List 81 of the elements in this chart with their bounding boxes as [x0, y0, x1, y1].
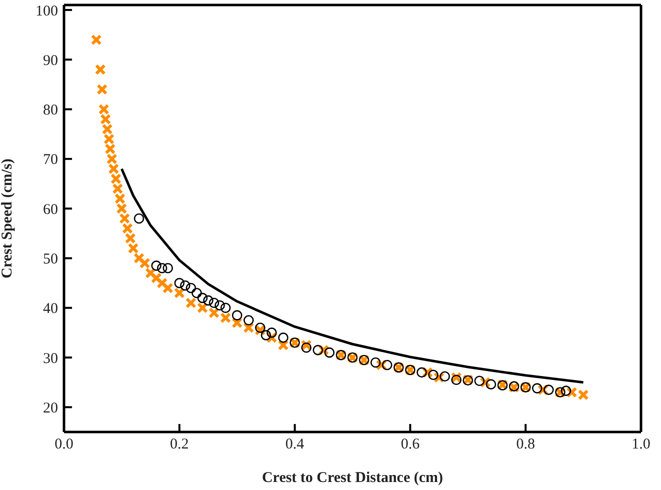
y-tick-label: 20 [43, 400, 58, 416]
point [382, 360, 392, 370]
point [532, 383, 542, 394]
x-axis-title: Crest to Crest Distance (cm) [262, 470, 444, 486]
y-tick-label: 30 [43, 350, 58, 367]
point [162, 282, 174, 294]
point [98, 104, 110, 115]
point [232, 317, 243, 328]
line-series [120, 168, 585, 384]
point [486, 379, 496, 390]
point [214, 300, 225, 311]
point [156, 263, 168, 274]
point [278, 332, 288, 343]
y-axis-title: Crest Speed (cm/s) [0, 158, 16, 278]
y-tick-label: 50 [43, 252, 58, 268]
point [312, 344, 324, 356]
point [451, 374, 462, 386]
point [151, 260, 162, 271]
point [208, 307, 220, 318]
point [197, 292, 208, 304]
point [428, 370, 438, 380]
point [243, 315, 254, 326]
x-tick-label: 0.2 [170, 436, 189, 453]
point [301, 342, 312, 353]
point [110, 173, 122, 184]
point [232, 310, 242, 320]
point [114, 193, 126, 204]
point [203, 295, 214, 306]
point [220, 312, 232, 324]
point [90, 34, 102, 46]
y-tick-label: 80 [43, 102, 58, 119]
point [185, 297, 196, 308]
point [112, 183, 124, 194]
point [150, 272, 162, 284]
point [370, 357, 381, 368]
point [196, 302, 208, 314]
point [94, 64, 106, 76]
point [255, 322, 266, 333]
point [134, 252, 145, 264]
point [174, 278, 185, 288]
x-tick-label: 0.4 [285, 436, 305, 453]
point [544, 384, 554, 395]
point [180, 280, 190, 291]
point [440, 371, 450, 382]
point [139, 258, 150, 269]
point [156, 278, 168, 289]
point [106, 153, 118, 164]
point [104, 143, 116, 154]
y-tick-label: 100 [36, 3, 58, 20]
point [100, 114, 112, 125]
y-tick-label: 40 [43, 301, 58, 318]
point [124, 232, 136, 244]
y-tick-label: 90 [43, 52, 58, 69]
point [108, 163, 120, 174]
point [260, 330, 272, 340]
x-tick-label: 0.6 [400, 436, 420, 453]
point [128, 242, 139, 254]
point [186, 282, 196, 294]
point [174, 287, 185, 298]
point [96, 84, 108, 95]
point [266, 328, 277, 338]
point [560, 386, 572, 396]
y-tick-label: 70 [43, 152, 58, 168]
point [134, 213, 144, 224]
point [104, 134, 115, 145]
point [122, 222, 133, 234]
point [116, 203, 128, 214]
point [220, 302, 231, 314]
x-tick-label: 1.0 [632, 436, 650, 453]
point [416, 367, 427, 378]
point [145, 268, 156, 279]
x-tick-label: 0.0 [54, 436, 74, 453]
point [102, 124, 113, 135]
point [119, 213, 130, 224]
point [208, 298, 220, 308]
point [324, 347, 335, 358]
point [192, 288, 202, 298]
y-tick-label: 60 [43, 202, 58, 218]
point [474, 376, 485, 386]
x-tick-label: 0.8 [516, 436, 535, 453]
point [162, 263, 174, 274]
